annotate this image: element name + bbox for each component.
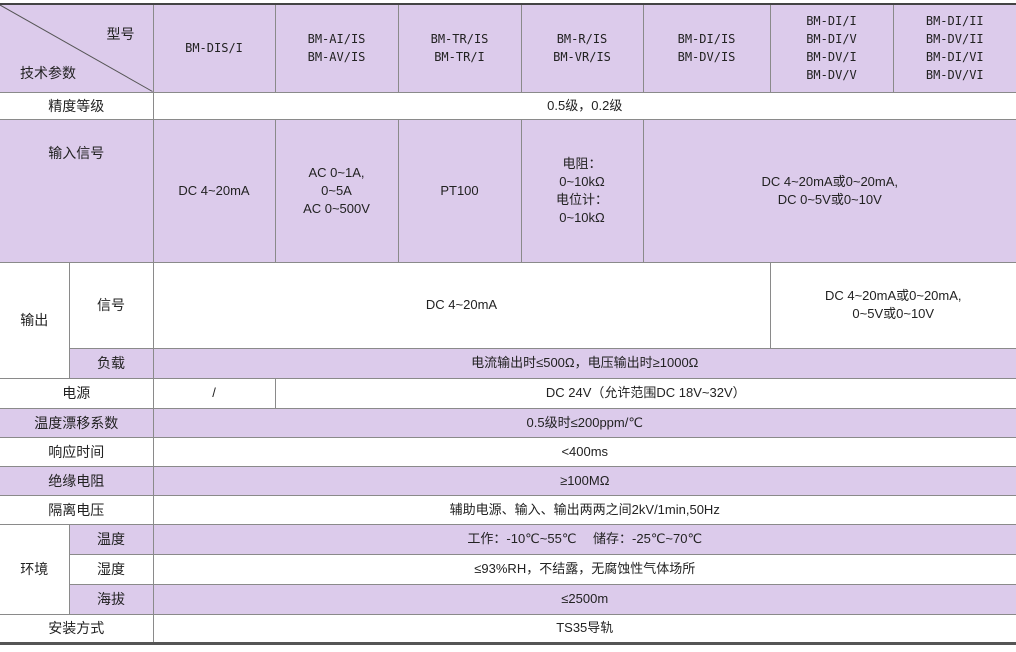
output-signal-value: DC 4~20mA bbox=[152, 261, 771, 349]
input-value: 电阻： 0~10kΩ 电位计： 0~10kΩ bbox=[520, 118, 644, 263]
mounting-label: 安装方式 bbox=[0, 613, 154, 644]
temp-drift-label: 温度漂移系数 bbox=[0, 407, 154, 438]
env-humidity-value: ≤93%RH，不结露，无腐蚀性气体场所 bbox=[152, 553, 1016, 585]
model-label: 型号 bbox=[106, 26, 135, 42]
env-altitude-label: 海拔 bbox=[69, 583, 154, 615]
insulation-value: ≥100MΩ bbox=[152, 465, 1016, 496]
insulation-label: 绝缘电阻 bbox=[0, 465, 154, 496]
output-signal-label: 信号 bbox=[68, 261, 154, 349]
model-cell: BM-DI/IS BM-DV/IS bbox=[642, 3, 771, 93]
mounting-row: 安装方式 TS35导轨 bbox=[0, 613, 1016, 644]
input-value: DC 4~20mA或0~20mA, DC 0~5V或0~10V bbox=[642, 118, 1016, 263]
env-temp-value: 工作：-10℃~55℃ 储存：-25℃~70℃ bbox=[152, 523, 1016, 555]
model-cell: BM-AI/IS BM-AV/IS bbox=[274, 3, 399, 93]
output-signal-value: DC 4~20mA或0~20mA, 0~5V或0~10V bbox=[769, 261, 1016, 349]
temp-drift-value: 0.5级时≤200ppm/℃ bbox=[152, 407, 1016, 438]
input-label: 输入信号 bbox=[0, 118, 154, 263]
input-value: PT100 bbox=[397, 118, 522, 263]
output-signal-row: 输出 信号 DC 4~20mA DC 4~20mA或0~20mA, 0~5V或0~… bbox=[0, 261, 1016, 379]
environment-label: 环境 bbox=[0, 523, 70, 615]
output-load-value: 电流输出时≤500Ω，电压输出时≥1000Ω bbox=[152, 347, 1016, 379]
accuracy-label: 精度等级 bbox=[0, 91, 154, 120]
env-altitude-value: ≤2500m bbox=[152, 583, 1016, 615]
diagonal-divider bbox=[0, 5, 153, 92]
output-load-row: 负载 电流输出时≤500Ω，电压输出时≥1000Ω bbox=[0, 347, 1016, 379]
insulation-row: 绝缘电阻 ≥100MΩ bbox=[0, 465, 1016, 496]
input-row: 输入信号 DC 4~20mA AC 0~1A, 0~5A AC 0~500V PT1… bbox=[0, 118, 1016, 263]
env-humidity-label: 湿度 bbox=[69, 553, 154, 585]
response-label: 响应时间 bbox=[0, 436, 154, 467]
model-cell: BM-DIS/I bbox=[152, 3, 276, 93]
env-altitude-row: 海拔 ≤2500m bbox=[0, 583, 1016, 615]
output-load-label: 负载 bbox=[69, 347, 154, 379]
model-cell: BM-DI/I BM-DI/V BM-DV/I BM-DV/V bbox=[769, 3, 894, 93]
env-temp-label: 温度 bbox=[68, 523, 154, 555]
isolation-row: 隔离电压 辅助电源、输入、输出两两之间2kV/1min,50Hz bbox=[0, 494, 1016, 525]
isolation-label: 隔离电压 bbox=[0, 494, 154, 525]
input-value: AC 0~1A, 0~5A AC 0~500V bbox=[274, 118, 399, 263]
input-value: DC 4~20mA bbox=[152, 118, 276, 263]
model-cell: BM-DI/II BM-DV/II BM-DI/VI BM-DV/VI bbox=[892, 3, 1016, 93]
mounting-value: TS35导轨 bbox=[152, 613, 1016, 644]
response-value: <400ms bbox=[152, 436, 1016, 467]
accuracy-row: 精度等级 0.5级，0.2级 bbox=[0, 91, 1016, 120]
env-temp-row: 环境 温度 工作：-10℃~55℃ 储存：-25℃~70℃ bbox=[0, 523, 1016, 615]
power-value: DC 24V（允许范围DC 18V~32V） bbox=[274, 377, 1016, 409]
temp-drift-row: 温度漂移系数 0.5级时≤200ppm/℃ bbox=[0, 407, 1016, 438]
corner-header: 型号 技术参数 bbox=[0, 3, 154, 93]
model-cell: BM-R/IS BM-VR/IS bbox=[520, 3, 644, 93]
power-row: 电源 / DC 24V（允许范围DC 18V~32V） bbox=[0, 377, 1016, 409]
params-label: 技术参数 bbox=[20, 64, 76, 81]
response-row: 响应时间 <400ms bbox=[0, 436, 1016, 467]
env-humidity-row: 湿度 ≤93%RH，不结露，无腐蚀性气体场所 bbox=[0, 553, 1016, 585]
header-row: 型号 技术参数 BM-DIS/I BM-AI/IS BM-AV/IS BM-TR/… bbox=[0, 3, 1016, 93]
accuracy-value: 0.5级，0.2级 bbox=[152, 91, 1016, 120]
model-cell: BM-TR/IS BM-TR/I bbox=[397, 3, 522, 93]
isolation-value: 辅助电源、输入、输出两两之间2kV/1min,50Hz bbox=[152, 494, 1016, 525]
spec-table: 型号 技术参数 BM-DIS/I BM-AI/IS BM-AV/IS BM-TR/… bbox=[0, 3, 1016, 645]
power-label: 电源 bbox=[0, 377, 154, 409]
output-label: 输出 bbox=[0, 261, 70, 379]
power-value: / bbox=[152, 377, 276, 409]
